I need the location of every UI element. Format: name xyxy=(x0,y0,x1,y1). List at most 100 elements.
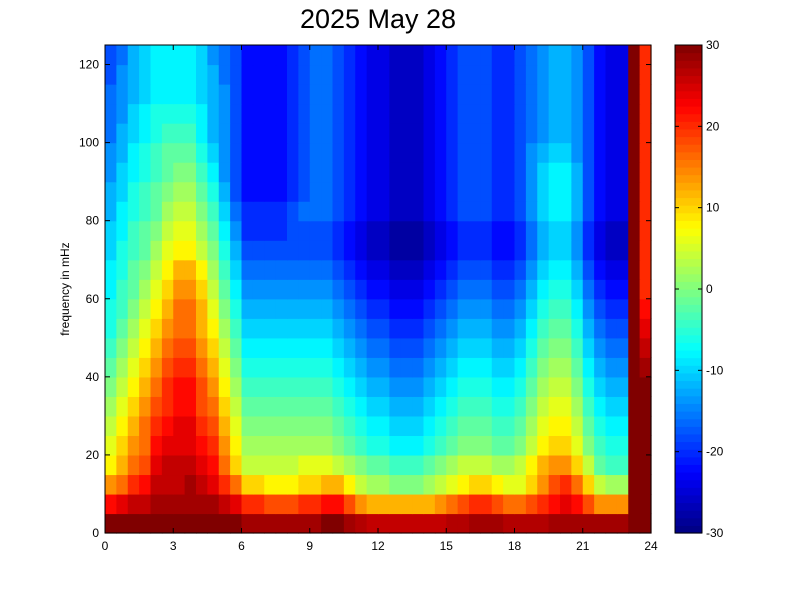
heatmap-cell xyxy=(241,181,254,202)
heatmap-cell xyxy=(616,220,629,241)
heatmap-cell xyxy=(412,376,425,397)
heatmap-cell xyxy=(594,474,607,495)
heatmap-cell xyxy=(469,474,481,495)
heatmap-cell xyxy=(287,298,299,319)
heatmap-cell xyxy=(207,513,220,534)
heatmap-cell xyxy=(241,513,254,534)
heatmap-cell xyxy=(275,337,288,358)
heatmap-cell xyxy=(378,318,390,339)
heatmap-cell xyxy=(139,318,152,339)
heatmap-cell xyxy=(616,474,629,495)
heatmap-cell xyxy=(139,220,152,241)
heatmap-cell xyxy=(150,474,163,495)
heatmap-cell xyxy=(400,513,413,534)
heatmap-cell xyxy=(207,45,220,66)
heatmap-cell xyxy=(537,259,550,280)
heatmap-cell xyxy=(480,454,493,476)
heatmap-cell xyxy=(400,474,413,495)
heatmap-cell xyxy=(378,357,390,378)
heatmap-cell xyxy=(400,454,413,476)
heatmap-cell xyxy=(355,142,368,163)
heatmap-cell xyxy=(218,435,231,456)
heatmap-cell xyxy=(457,142,470,163)
heatmap-cell xyxy=(366,415,379,436)
heatmap-cell xyxy=(230,162,243,183)
heatmap-cell xyxy=(161,357,174,378)
heatmap-cell xyxy=(548,103,561,124)
heatmap-cell xyxy=(628,357,641,378)
heatmap-cell xyxy=(264,298,277,319)
colorbar-segment xyxy=(675,395,702,404)
heatmap-cell xyxy=(491,162,504,183)
heatmap-cell xyxy=(275,84,288,105)
heatmap-cell xyxy=(264,318,277,339)
heatmap-cell xyxy=(537,181,550,202)
heatmap-cell xyxy=(378,201,390,222)
heatmap-cell xyxy=(434,513,447,534)
heatmap-cell xyxy=(264,337,277,358)
heatmap-cell xyxy=(491,279,504,300)
heatmap-cell xyxy=(309,474,322,495)
heatmap-cell xyxy=(343,220,356,241)
heatmap-cell xyxy=(207,415,220,436)
heatmap-cell xyxy=(525,64,538,85)
colorbar-segment xyxy=(675,52,702,61)
heatmap-cell xyxy=(503,45,516,66)
heatmap-cell xyxy=(423,123,436,144)
heatmap-cell xyxy=(582,337,595,358)
heatmap-cell xyxy=(605,142,618,163)
heatmap-cell xyxy=(400,396,413,417)
heatmap-cell xyxy=(332,220,345,241)
heatmap-cell xyxy=(264,123,277,144)
heatmap-cell xyxy=(628,337,641,358)
heatmap-cell xyxy=(275,181,288,202)
heatmap-cell xyxy=(503,84,516,105)
heatmap-cell xyxy=(616,240,629,261)
heatmap-cell xyxy=(514,84,527,105)
heatmap-cell xyxy=(605,298,618,319)
heatmap-cell xyxy=(366,454,379,476)
heatmap-cell xyxy=(469,84,481,105)
heatmap-cell xyxy=(105,357,117,378)
heatmap-cell xyxy=(594,337,607,358)
heatmap-cell xyxy=(491,318,504,339)
heatmap-cell xyxy=(161,240,174,261)
heatmap-cell xyxy=(423,435,436,456)
heatmap-cell xyxy=(605,84,618,105)
heatmap-cell xyxy=(241,201,254,222)
heatmap-cell xyxy=(378,298,390,319)
heatmap-cell xyxy=(446,298,459,319)
heatmap-cell xyxy=(184,123,197,144)
y-axis: 0 20 40 60 80 100 120 xyxy=(79,58,651,540)
heatmap-cell xyxy=(412,64,425,85)
heatmap-cell xyxy=(252,142,265,163)
heatmap-cell xyxy=(207,318,220,339)
heatmap-cell xyxy=(150,123,163,144)
heatmap-cell xyxy=(139,454,152,476)
heatmap-cell xyxy=(446,493,459,515)
heatmap-cell xyxy=(628,201,641,222)
heatmap-cell xyxy=(184,240,197,261)
colorbar-segment xyxy=(675,380,702,389)
heatmap-cell xyxy=(434,376,447,397)
heatmap-cell xyxy=(605,123,618,144)
heatmap-cell xyxy=(389,103,402,124)
heatmap-cell xyxy=(582,142,595,163)
heatmap-cell xyxy=(196,259,208,280)
colorbar-segment xyxy=(675,334,702,343)
heatmap-cell xyxy=(594,181,607,202)
heatmap-cell xyxy=(423,181,436,202)
heatmap-cell xyxy=(343,474,356,495)
heatmap-cell xyxy=(548,454,561,476)
heatmap-cell xyxy=(196,162,208,183)
heatmap-cell xyxy=(139,162,152,183)
heatmap-cell xyxy=(264,454,277,476)
heatmap-cell xyxy=(105,298,117,319)
x-tick-label: 0 xyxy=(102,539,109,553)
heatmap-cell xyxy=(139,279,152,300)
heatmap-cell xyxy=(525,240,538,261)
heatmap-cell xyxy=(582,357,595,378)
heatmap-cell xyxy=(105,64,117,85)
heatmap-cell xyxy=(378,474,390,495)
heatmap-cell xyxy=(116,396,129,417)
